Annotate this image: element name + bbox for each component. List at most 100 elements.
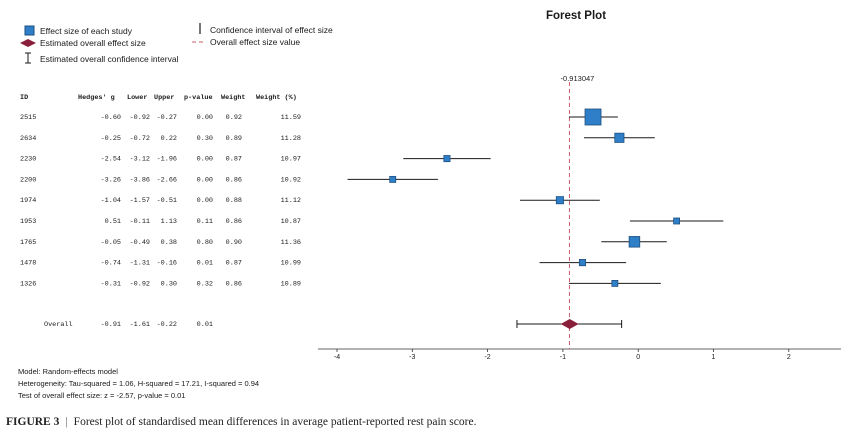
study-id: 1953	[20, 218, 36, 226]
study-weight-pct: 10.97	[281, 156, 301, 164]
legend-study-label: Effect size of each study	[40, 26, 133, 36]
table-row: 1765 -0.05 -0.49 0.38 0.80 0.90 11.36	[20, 239, 301, 247]
study-id: 1765	[20, 239, 36, 247]
study-upper: 0.22	[161, 135, 177, 143]
study-effect-marker	[628, 236, 641, 248]
study-g: -0.74	[101, 260, 121, 268]
study-id: 1478	[20, 260, 36, 268]
study-weight: 0.86	[226, 280, 242, 288]
study-pvalue: 0.00	[197, 156, 213, 164]
study-weight: 0.89	[226, 135, 242, 143]
table-row: 1974 -1.04 -1.57 -0.51 0.00 0.88 11.12	[20, 197, 301, 205]
overall-effect-diamond	[560, 319, 579, 329]
study-g: -0.60	[101, 114, 121, 122]
footer-notes: Model: Random-effects model Heterogeneit…	[18, 367, 259, 400]
study-weight: 0.86	[226, 218, 242, 226]
footer-test: Test of overall effect size: z = -2.57, …	[18, 391, 185, 400]
study-id: 2230	[20, 156, 36, 164]
study-id: 2200	[20, 176, 36, 184]
study-upper: -2.66	[157, 176, 177, 184]
study-lower: -3.86	[130, 176, 150, 184]
legend-overall-marker	[20, 39, 36, 47]
table-row: 2200 -3.26 -3.86 -2.66 0.00 0.86 10.92	[20, 176, 301, 184]
study-pvalue: 0.00	[197, 197, 213, 205]
study-lower: -0.49	[130, 239, 150, 247]
study-pvalue: 0.00	[197, 114, 213, 122]
legend-overall-ci-marker	[25, 52, 31, 64]
col-header-pvalue: p-value	[184, 94, 213, 102]
study-lower: -3.12	[130, 156, 150, 164]
study-upper: -1.96	[157, 156, 177, 164]
study-lower: -0.92	[130, 280, 150, 288]
study-upper: 0.38	[161, 239, 177, 247]
study-weight: 0.87	[226, 260, 242, 268]
study-effect-marker	[614, 132, 625, 143]
study-effect-marker	[389, 175, 397, 183]
legend-overall-line-label: Overall effect size value	[210, 37, 300, 47]
figure-label: FIGURE 3	[6, 416, 60, 428]
study-g: -1.04	[101, 197, 121, 205]
study-g: -2.54	[101, 156, 121, 164]
col-header-weight: Weight	[221, 94, 245, 102]
study-lower: -0.11	[130, 218, 150, 226]
study-effect-marker	[611, 279, 619, 287]
study-effect-marker	[673, 217, 681, 225]
x-tick-label: -3	[409, 354, 415, 361]
study-upper: 0.30	[161, 280, 177, 288]
overall-pvalue: 0.01	[197, 321, 213, 329]
table-row: 2230 -2.54 -3.12 -1.96 0.00 0.87 10.97	[20, 156, 301, 164]
legend-overall-ci-label: Estimated overall confidence interval	[40, 54, 179, 64]
x-tick-label: -2	[484, 354, 490, 361]
overall-lower: -1.61	[130, 321, 150, 329]
study-weight-pct: 10.87	[281, 218, 301, 226]
plot-area: -4 -3 -2 -1 0 1 2 -0.913047	[318, 74, 841, 361]
legend-study-marker	[24, 25, 35, 36]
study-upper: -0.16	[157, 260, 177, 268]
overall-marks	[516, 319, 623, 329]
study-effect-marker	[555, 196, 564, 205]
study-id: 1326	[20, 280, 36, 288]
study-pvalue: 0.00	[197, 176, 213, 184]
table-row: 2634 -0.25 -0.72 0.22 0.30 0.89 11.28	[20, 135, 301, 143]
study-effect-marker	[584, 108, 602, 126]
study-weight-pct: 10.92	[281, 176, 301, 184]
study-effect-marker	[578, 259, 587, 267]
table-row: 1478 -0.74 -1.31 -0.16 0.01 0.87 10.99	[20, 260, 301, 268]
study-g: -0.25	[101, 135, 121, 143]
table-rows: 2515 -0.60 -0.92 -0.27 0.00 0.92 11.59 2634 -0.2…	[20, 114, 301, 288]
footer-heterogeneity: Heterogeneity: Tau-squared = 1.06, H-squ…	[18, 379, 259, 388]
study-pvalue: 0.01	[197, 260, 213, 268]
study-lower: -1.31	[130, 260, 150, 268]
figure-caption: FIGURE 3 | Forest plot of standardised mea…	[6, 416, 476, 428]
x-tick-label: -1	[560, 354, 566, 361]
study-upper: 1.13	[161, 218, 177, 226]
study-id: 2634	[20, 135, 36, 143]
study-pvalue: 0.32	[197, 280, 213, 288]
study-weight-pct: 10.99	[281, 260, 301, 268]
table-row: 1326 -0.31 -0.92 0.30 0.32 0.86 10.89	[20, 280, 301, 288]
study-g: -0.31	[101, 280, 121, 288]
study-weight-pct: 11.36	[281, 239, 301, 247]
x-tick-label: 0	[636, 354, 640, 361]
study-weight: 0.88	[226, 197, 242, 205]
study-upper: -0.27	[157, 114, 177, 122]
x-tick-label: 2	[787, 354, 791, 361]
study-g: -0.05	[101, 239, 121, 247]
overall-g: -0.91	[101, 321, 121, 329]
col-header-upper: Upper	[154, 94, 174, 102]
study-id: 1974	[20, 197, 36, 205]
col-header-lower: Lower	[127, 94, 147, 102]
x-tick-label: -4	[334, 354, 340, 361]
study-weight-pct: 10.89	[281, 280, 301, 288]
study-weight-pct: 11.12	[281, 197, 301, 205]
study-g: -3.26	[101, 176, 121, 184]
x-axis-ticks: -4 -3 -2 -1 0 1 2	[334, 349, 791, 361]
study-upper: -0.51	[157, 197, 177, 205]
study-g: 0.51	[105, 218, 121, 226]
study-weight: 0.87	[226, 156, 242, 164]
study-weight: 0.92	[226, 114, 242, 122]
study-weight-pct: 11.59	[281, 114, 301, 122]
legend-study-ci-label: Confidence interval of effect size	[210, 25, 333, 35]
overall-label: Overall	[44, 321, 73, 329]
col-header-hedges: Hedges' g	[78, 94, 115, 102]
